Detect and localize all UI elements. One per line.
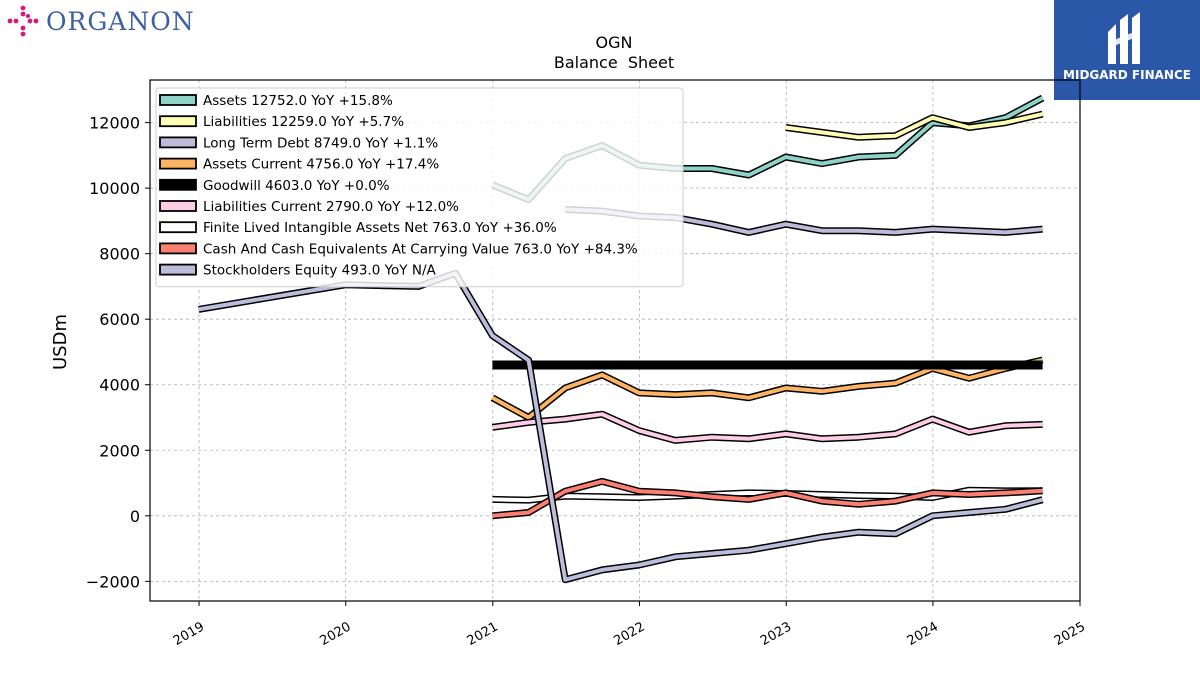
- y-tick-label: 12000: [89, 114, 140, 133]
- series-line: [492, 412, 1043, 443]
- chart-title: OGN: [596, 33, 633, 52]
- y-tick-label: 4000: [99, 376, 140, 395]
- midgard-finance-badge: MIDGARD FINANCE: [1054, 0, 1200, 100]
- legend-entry: Liabilities Current 2790.0 YoY +12.0%: [203, 199, 459, 215]
- legend-swatch: [159, 157, 197, 170]
- x-tick-label: 2024: [905, 619, 941, 649]
- legend-box: [155, 87, 684, 288]
- x-tick-label: 2019: [171, 619, 207, 649]
- legend-entry: Cash And Cash Equivalents At Carrying Va…: [203, 241, 638, 257]
- legend-swatch: [159, 115, 197, 128]
- organon-logo-text: ORGANON: [46, 6, 195, 36]
- y-axis-label: USDm: [50, 314, 71, 370]
- y-tick-label: 0: [130, 507, 140, 526]
- legend-entry: Liabilities 12259.0 YoY +5.7%: [203, 114, 404, 130]
- brand-name: MIDGARD FINANCE: [1063, 68, 1191, 82]
- legend-swatch: [159, 242, 197, 255]
- y-tick-label: 10000: [89, 179, 140, 198]
- legend-swatch: [159, 178, 197, 191]
- legend-entry: Stockholders Equity 493.0 YoY N/A: [203, 263, 436, 279]
- x-tick-label: 2020: [318, 619, 354, 649]
- legend-entry: Assets 12752.0 YoY +15.8%: [203, 93, 393, 109]
- x-tick-label: 2022: [611, 619, 647, 649]
- legend-entry: Goodwill 4603.0 YoY +0.0%: [203, 178, 390, 194]
- plot-frame: [149, 79, 1081, 602]
- chart-subtitle: Balance Sheet: [554, 53, 674, 72]
- legend-swatch: [159, 94, 197, 106]
- legend-swatch: [159, 136, 197, 149]
- series-line: [785, 112, 1044, 140]
- legend-swatch: [159, 263, 197, 276]
- legend-entry: Long Term Debt 8749.0 YoY +1.1%: [203, 135, 438, 151]
- y-tick-label: 2000: [99, 441, 140, 460]
- x-tick-label: 2023: [758, 619, 794, 649]
- midgard-logo-icon: [1108, 12, 1140, 64]
- x-tick-label: 2021: [465, 619, 501, 649]
- legend-entry: Finite Lived Intangible Assets Net 763.0…: [203, 220, 557, 236]
- y-tick-label: −2000: [86, 572, 140, 591]
- legend-swatch: [159, 221, 197, 234]
- series-line: [492, 479, 1043, 518]
- legend-swatch: [159, 200, 197, 212]
- y-tick-label: 8000: [99, 245, 140, 264]
- series-line: [491, 358, 1044, 420]
- legend-entry: Assets Current 4756.0 YoY +17.4%: [203, 157, 439, 173]
- y-tick-label: 6000: [99, 310, 140, 329]
- organon-logo-icon: [7, 5, 39, 37]
- organon-logo: ORGANON: [6, 4, 195, 38]
- x-tick-label: 2025: [1052, 619, 1088, 649]
